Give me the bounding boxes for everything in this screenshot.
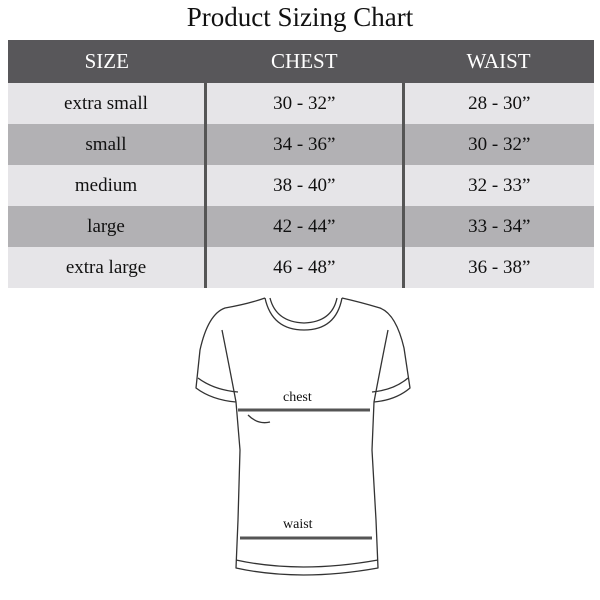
cell-waist: 36 - 38” — [401, 247, 594, 288]
cell-chest: 46 - 48” — [204, 247, 404, 288]
cell-chest: 42 - 44” — [204, 206, 404, 247]
cell-size: extra small — [8, 83, 206, 124]
cell-size: small — [8, 124, 206, 165]
table-row: extra large 46 - 48” 36 - 38” — [8, 247, 594, 288]
table-header: SIZE CHEST WAIST — [8, 40, 594, 83]
table-row: extra small 30 - 32” 28 - 30” — [8, 83, 594, 124]
cell-size: extra large — [8, 247, 206, 288]
cell-waist: 30 - 32” — [401, 124, 594, 165]
cell-chest: 38 - 40” — [204, 165, 404, 206]
cell-size: large — [8, 206, 206, 247]
cell-chest: 30 - 32” — [204, 83, 404, 124]
page-title: Product Sizing Chart — [186, 2, 414, 32]
cell-waist: 33 - 34” — [401, 206, 594, 247]
waist-label: waist — [283, 517, 313, 532]
cell-chest: 34 - 36” — [204, 124, 404, 165]
table-row: medium 38 - 40” 32 - 33” — [8, 165, 594, 206]
header-size: SIZE — [8, 40, 206, 83]
cell-size: medium — [8, 165, 206, 206]
tshirt-outline-icon — [195, 297, 411, 576]
table-row: small 34 - 36” 30 - 32” — [8, 124, 594, 165]
cell-waist: 28 - 30” — [401, 83, 594, 124]
header-chest: CHEST — [205, 40, 404, 83]
header-waist: WAIST — [403, 40, 594, 83]
chest-label: chest — [283, 390, 312, 405]
tshirt-diagram — [195, 297, 411, 576]
table-row: large 42 - 44” 33 - 34” — [8, 206, 594, 247]
cell-waist: 32 - 33” — [401, 165, 594, 206]
sizing-table: SIZE CHEST WAIST extra small 30 - 32” 28… — [8, 40, 594, 288]
